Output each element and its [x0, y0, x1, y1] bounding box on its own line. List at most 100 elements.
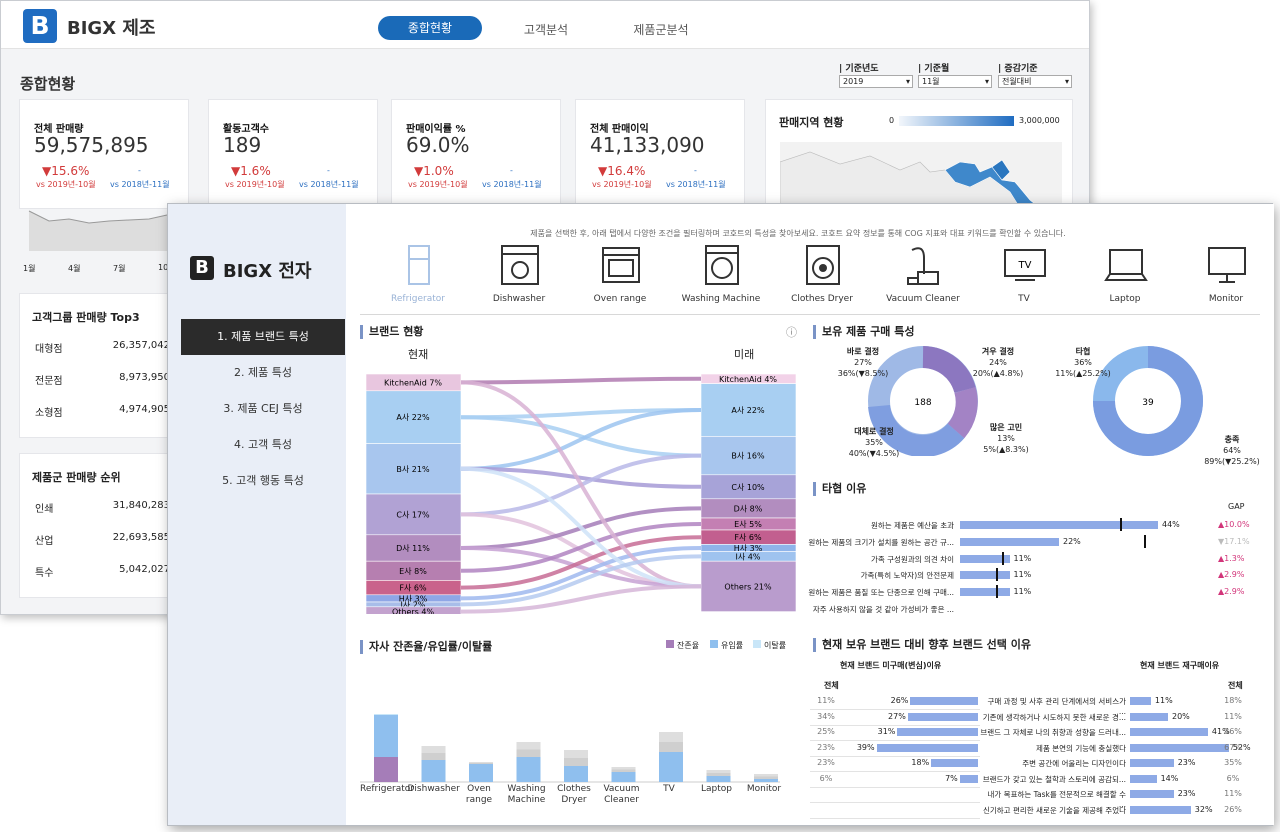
product-refrigerator[interactable]: Refrigerator: [373, 244, 463, 304]
total-header: 전체: [1228, 681, 1243, 690]
kpi-vs-year: vs 2018년-11월: [666, 180, 726, 189]
chart-category-label: Clothes Dryer: [557, 784, 591, 805]
product-laptop[interactable]: Laptop: [1080, 244, 1170, 304]
benchmark-marker: [1120, 518, 1122, 531]
logo-icon: B: [190, 256, 214, 280]
month-label: 4월: [68, 264, 81, 273]
menu-item[interactable]: 1. 제품 브랜드 특성: [181, 319, 345, 355]
sankey-node-label: D사 8%: [734, 504, 763, 513]
filter-basis-select[interactable]: 전월대비 ▾: [998, 75, 1072, 88]
brand-sankey[interactable]: KitchenAid 7% A사 22% B사 21% C사 17% D사 11% E사 …: [366, 374, 796, 614]
row-divider: [810, 709, 980, 710]
filter-month-select[interactable]: 11월 ▾: [918, 75, 992, 88]
info-icon[interactable]: ⓘ: [786, 326, 797, 339]
product-dryer[interactable]: Clothes Dryer: [777, 244, 867, 304]
sankey-node-label: H사 3%: [734, 544, 763, 553]
gap-value: ▲2.9%: [1218, 587, 1245, 597]
chart-category-label: Vacuum Cleaner: [603, 784, 640, 805]
donut-chart[interactable]: 39: [1093, 346, 1203, 456]
gap-header: GAP: [1228, 502, 1245, 511]
filter-basis-label: | 증감기준: [998, 64, 1038, 74]
reason-value-right: 20%: [1172, 711, 1190, 721]
row-divider: [810, 802, 980, 803]
list-item-label: 소형점: [35, 408, 63, 419]
brand-status-title: 브랜드 현황: [360, 325, 423, 339]
kpi-vs-year: vs 2018년-11월: [482, 180, 542, 189]
back-header: B BIGX 제조 종합현황 고객분석 제품군분석: [1, 1, 1089, 49]
reason-bar-right: [1130, 774, 1157, 783]
kpi-label: 활동고객수: [223, 124, 269, 135]
product-vacuum[interactable]: Vacuum Cleaner: [878, 244, 968, 304]
product-washing-machine[interactable]: Washing Machine: [676, 244, 766, 304]
retention-chart[interactable]: [360, 664, 790, 784]
oven-icon: [599, 244, 643, 288]
sankey-flow: [460, 584, 702, 614]
legend-label: 유입률: [721, 641, 744, 650]
donut-label-delta: 11%(▲25.2%): [1055, 369, 1111, 378]
product-label: Laptop: [1109, 294, 1141, 304]
reason-value-right: 14%: [1160, 773, 1179, 783]
sankey-node-label: Others 21%: [724, 582, 772, 591]
reason-label: 기존에 생각하거나 시도하지 못한 새로운 경...: [982, 712, 1126, 722]
product-label: Vacuum Cleaner: [886, 294, 960, 304]
reason-label: 가족 구성원과의 의견 차이: [870, 554, 954, 564]
laptop-icon: [1104, 244, 1148, 288]
vacuum-icon: [902, 244, 946, 288]
chart-bar: [754, 774, 778, 777]
menu-item[interactable]: 5. 고객 행동 특성: [222, 474, 304, 487]
intro-text: 제품을 선택한 후, 아래 탭에서 다양한 조건을 필터링하며 코호트의 특성을…: [530, 229, 1066, 238]
kpi-delta: ▼1.0%: [414, 164, 454, 178]
product-label: Refrigerator: [391, 294, 445, 304]
menu-item[interactable]: 2. 제품 특성: [234, 366, 292, 379]
sankey-node-label: B사 16%: [731, 452, 765, 461]
sankey-node-label: A사 22%: [396, 413, 430, 422]
donut-label-pct: 27%: [854, 358, 872, 367]
reason-value-left: 18%: [911, 758, 930, 767]
tab-product[interactable]: 제품군분석: [633, 23, 689, 37]
benchmark-marker: [1002, 551, 1004, 565]
dishwasher-icon: [498, 244, 542, 288]
tab-customer[interactable]: 고객분석: [523, 23, 569, 37]
menu-item[interactable]: 3. 제품 CEJ 특성: [223, 402, 303, 415]
reason-bar: [960, 554, 1010, 563]
map-legend-min: 0: [889, 116, 895, 125]
kpi-delta: ▼1.6%: [231, 164, 271, 178]
menu-item[interactable]: 4. 고객 특성: [234, 438, 292, 451]
total-left: 23%: [817, 758, 835, 767]
map-title: 판매지역 현황: [779, 116, 844, 129]
reason-label: 신기하고 편리한 새로운 기술을 제공해 주었다: [982, 805, 1126, 815]
top3-card: 고객그룹 판매량 Top3 대형점 26,357,042 전문점 8,973,950 소…: [19, 293, 179, 438]
reason-bar: [960, 521, 1158, 529]
chart-category-label: Dishwasher: [407, 784, 460, 794]
brand-name: BIGX 제조: [67, 18, 156, 39]
donut-chart[interactable]: 188: [868, 346, 978, 456]
chart-bar: [421, 760, 446, 782]
product-monitor[interactable]: Monitor: [1181, 244, 1271, 304]
month-label: 1월: [23, 264, 36, 273]
reason-value: 11%: [1013, 553, 1032, 563]
chart-bar: [469, 762, 493, 763]
sankey-flow: [460, 522, 702, 573]
product-dishwasher[interactable]: Dishwasher: [474, 244, 564, 304]
donut-label-delta: 89%(▼25.2%): [1204, 457, 1260, 466]
refrigerator-icon: [397, 244, 441, 288]
chart-bar: [706, 776, 731, 782]
region-map[interactable]: [780, 142, 1062, 208]
current-label: 현재: [408, 348, 429, 361]
kpi-value: 189: [223, 133, 262, 157]
product-tv[interactable]: TV TV: [979, 244, 1069, 304]
reason-label: 원하는 제품은 예산을 초과: [870, 521, 954, 530]
map-card: 판매지역 현황 0 3,000,000: [765, 99, 1073, 209]
filter-year-select[interactable]: 2019 ▾: [839, 75, 913, 88]
reason-bar-left: [907, 712, 978, 721]
reason-bar: [960, 571, 1010, 580]
left-header: 현재 브랜드 미구매(변심)이유: [840, 661, 942, 670]
reason-value-right: 23%: [1177, 789, 1196, 798]
chart-category-label: TV: [663, 784, 675, 794]
tab-overview[interactable]: 종합현황: [378, 16, 482, 40]
product-oven[interactable]: Oven range: [575, 244, 665, 304]
kpi-card: 전체 판매이익 41,133,090 ▼16.4% vs 2019년-10월 - vs 2…: [575, 99, 745, 209]
gap-value: ▲10.0%: [1218, 520, 1250, 529]
monitor-icon: [1205, 244, 1249, 288]
total-right: 67%: [1224, 742, 1242, 752]
